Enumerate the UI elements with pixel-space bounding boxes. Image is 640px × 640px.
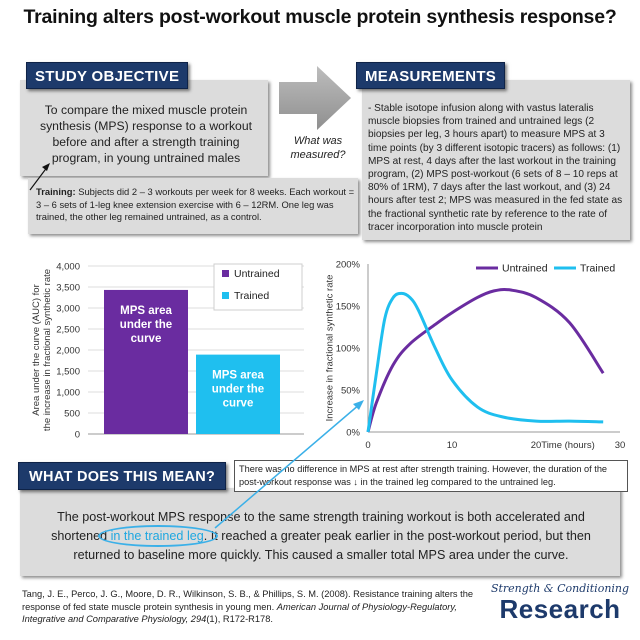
line-y-tick-label: 0% <box>346 428 360 439</box>
training-text: Training: Subjects did 2 – 3 workouts pe… <box>36 186 358 224</box>
bar-chart-bars: MPS area under the curve MPS area under the c… <box>104 289 280 434</box>
bar-y-tick-label: 500 <box>64 409 80 420</box>
training-label: Training: <box>36 186 76 197</box>
objective-panel <box>20 80 268 176</box>
bar-y-tick-label: 1,500 <box>56 367 80 378</box>
line-x-tick-label: 10 <box>447 440 458 451</box>
logo-wordmark: Research <box>499 594 621 624</box>
citation-issue: (1), R172-R178. <box>206 614 273 624</box>
objective-text: To compare the mixed muscle protein synt… <box>39 103 252 165</box>
line-series-untrained <box>366 287 605 433</box>
line-chart-y-ticks: 0% 50% 100% 150% 200% <box>336 260 361 439</box>
bar-chart-legend: Untrained Trained <box>213 263 303 311</box>
logo-tagline: Strength & Conditioning <box>490 582 630 595</box>
bar-y-tick-label: 3,000 <box>56 304 80 315</box>
bar-legend-swatch <box>222 292 229 299</box>
bar-y-label-line: Area under the curve (AUC) for <box>31 284 42 415</box>
citation-journal: American Journal of Physiology-Regulator… <box>22 601 457 625</box>
objective-heading: STUDY OBJECTIVE <box>26 62 189 89</box>
training-description: Subjects did 2 – 3 workouts per week for… <box>36 186 355 222</box>
bar-y-tick-label: 3,500 <box>56 283 80 294</box>
right-arrow-icon <box>279 66 351 130</box>
bar-y-tick-label: 1,000 <box>56 388 80 399</box>
bar-legend-label: Trained <box>234 290 269 302</box>
bar-y-tick-label: 2,000 <box>56 346 80 357</box>
bar-untrained <box>104 289 188 434</box>
measurements-text: - Stable isotope infusion along with vas… <box>368 103 623 233</box>
line-legend-label: Trained <box>580 263 615 275</box>
bar-y-tick-label: 2,500 <box>56 325 80 336</box>
page-title: Training alters post-workout muscle prot… <box>23 6 617 28</box>
line-y-tick-label: 200% <box>336 260 361 271</box>
line-y-tick-label: 100% <box>336 344 361 355</box>
line-chart-legend: Untrained Trained <box>476 263 615 275</box>
line-legend-label: Untrained <box>502 263 548 275</box>
bar-chart-y-ticks: 0 500 1,000 1,500 2,000 2,500 3,000 3,500 4,000 <box>56 262 80 441</box>
line-y-tick-label: 50% <box>341 386 361 397</box>
bar-label-line: MPS area <box>212 370 264 382</box>
meaning-text-end: . It reached a greater peak earlier in t… <box>73 529 591 562</box>
bar-legend-label: Untrained <box>234 268 280 280</box>
logo: Strength & Conditioning Research <box>490 582 630 623</box>
fsr-line-chart: 0% 50% 100% 150% 200% 0 10 20 30 Untrained Train… <box>325 260 626 452</box>
bar-label-line: curve <box>131 333 162 345</box>
bar-label-line: curve <box>223 398 254 410</box>
line-chart-axes <box>367 264 620 433</box>
line-y-tick-label: 150% <box>336 302 361 313</box>
line-series-trained <box>366 291 604 433</box>
line-x-tick-label: 0 <box>365 440 370 451</box>
arrow-caption: What was measured? <box>290 135 346 161</box>
measurements-heading: MEASUREMENTS <box>356 62 506 89</box>
bar-label-line: MPS area <box>120 305 172 317</box>
bar-label-line: under the <box>120 319 172 331</box>
line-chart-x-axis-label: Time (hours) <box>541 440 595 451</box>
bar-y-tick-label: 0 <box>75 430 80 441</box>
line-chart-y-axis-label: Increase in fractional synthetic rate <box>325 275 336 422</box>
note-callout: There was no difference in MPS at rest a… <box>234 460 628 492</box>
line-x-tick-label: 20 <box>531 440 542 451</box>
citation: Tang, J. E., Perco, J. G., Moore, D. R.,… <box>22 588 482 626</box>
measurements-panel <box>362 80 630 240</box>
line-chart-series <box>366 287 605 433</box>
meaning-heading: WHAT DOES THIS MEAN? <box>18 462 227 490</box>
bar-label: MPS area under the curve <box>120 305 173 345</box>
auc-bar-chart: 05001,0001,5002,0002,5003,0003,5004,000 … <box>31 262 304 441</box>
line-chart-x-ticks: 0 10 20 30 <box>365 440 625 451</box>
bar-label-line: under the <box>212 384 264 396</box>
highlight-ellipse <box>98 525 218 547</box>
bar-legend-swatch <box>222 270 229 277</box>
training-panel <box>28 178 358 234</box>
bar-y-tick-label: 4,000 <box>56 262 80 273</box>
citation-authors: Tang, J. E., Perco, J. G., Moore, D. R.,… <box>22 589 474 612</box>
bar-chart-y-axis-label: Area under the curve (AUC) forthe increa… <box>31 269 53 431</box>
line-x-tick-label: 30 <box>615 440 626 451</box>
bar-y-label-line: the increase in fractional synthetic rat… <box>42 269 53 431</box>
